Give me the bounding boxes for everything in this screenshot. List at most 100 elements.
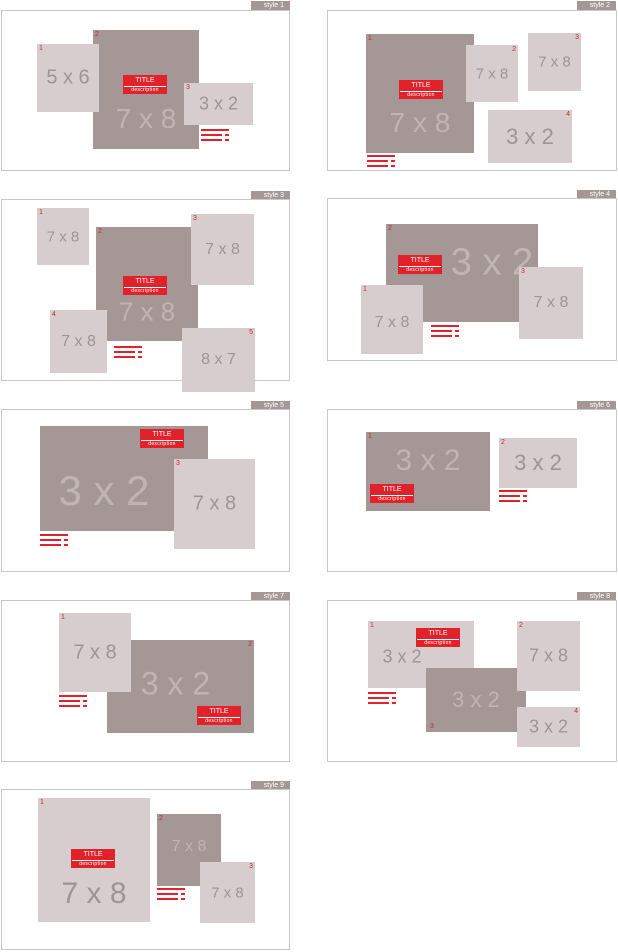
box-number: 1 [368,433,372,440]
photo-box: 2 7 x 8 [517,621,580,691]
box-size-label: 3 x 2 [514,450,562,475]
style-label: style 4 [577,190,616,199]
photo-box: 2 7 x 8 [466,45,518,102]
box-number: 3 [176,460,180,467]
description-text: description [79,861,107,867]
photo-box: 1 7 x 8 [361,285,423,354]
caption-lines [431,325,459,337]
caption-lines [368,692,396,704]
box-size-label: 7 x 8 [528,645,569,666]
box-number: 1 [39,45,43,52]
box-size-label: 3 x 2 [198,93,239,114]
style-label: style 6 [577,401,616,410]
box-size-label: 3 x 2 [452,687,500,712]
description-text: description [131,288,159,294]
box-number: 3 [430,723,434,730]
style-label: style 1 [251,1,290,10]
photo-box: 4 3 x 2 [488,110,572,163]
box-size-label: 3 x 2 [58,467,150,514]
caption-lines [59,695,87,707]
caption-lines [40,534,68,546]
box-number: 1 [39,209,43,216]
photo-box: 2 7 x 8 [93,30,199,149]
box-size-label: 7 x 8 [205,240,240,258]
style-label: style 5 [251,401,290,410]
caption-lines [499,490,527,502]
box-size-label: 7 x 8 [374,314,410,331]
photo-box: 1 7 x 8 [37,208,89,265]
box-size-label: 7 x 8 [46,228,80,245]
title-text: TITLE [152,431,172,438]
title-text: TITLE [135,278,155,285]
layout-panel-style-8: 1 3 x 2 3 3 x 2 2 7 x 8 4 3 x 2 TITLE de… [327,600,617,762]
box-size-label: 3 x 2 [528,716,569,737]
style-label: style 9 [251,781,290,790]
title-block: TITLE description [140,429,184,448]
caption-lines [201,129,229,141]
box-size-label: 7 x 8 [118,296,176,327]
photo-box: 3 7 x 8 [519,267,583,339]
photo-box: 1 7 x 8 [59,613,131,692]
title-block: TITLE description [398,255,442,274]
photo-box: 5 8 x 7 [182,328,255,392]
box-number: 2 [95,31,99,38]
title-text: TITLE [382,486,402,493]
box-number: 4 [52,311,56,318]
layout-panel-style-6: 1 3 x 2 2 3 x 2 TITLE description [327,409,617,572]
photo-box: 3 7 x 8 [191,214,254,285]
box-number: 3 [249,863,253,870]
style-label: style 8 [577,592,616,601]
style-label: style 7 [251,592,290,601]
box-number: 2 [98,228,102,235]
photo-box: 1 7 x 8 [38,798,150,922]
box-number: 1 [40,799,44,806]
title-text: TITLE [410,257,430,264]
box-size-label: 7 x 8 [475,65,509,82]
layout-panel-style-4: 2 3 x 2 1 7 x 8 3 7 x 8 TITLE descriptio… [327,198,617,361]
box-number: 2 [248,641,252,648]
box-size-label: 7 x 8 [115,103,177,134]
box-size-label: 3 x 2 [506,123,554,149]
title-block: TITLE description [123,276,167,295]
photo-box: 3 7 x 8 [528,33,581,91]
box-number: 5 [249,329,253,336]
box-number: 3 [193,215,197,222]
box-size-label: 3 x 2 [382,646,422,667]
box-size-label: 7 x 8 [192,492,237,515]
box-size-label: 7 x 8 [61,332,96,350]
title-text: TITLE [135,77,155,84]
description-text: description [131,87,159,93]
box-size-label: 3 x 2 [395,444,461,477]
box-size-label: 7 x 8 [211,884,244,901]
description-text: description [205,718,233,724]
box-number: 2 [512,46,516,53]
box-number: 2 [519,622,523,629]
description-text: description [378,496,406,502]
layout-panel-style-1: 2 7 x 8 1 5 x 6 3 3 x 2 TITLE descriptio… [1,10,290,171]
box-number: 2 [501,439,505,446]
caption-lines [367,155,395,167]
photo-box: 3 3 x 2 [184,83,253,125]
box-number: 1 [370,622,374,629]
box-number: 1 [61,614,65,621]
title-text: TITLE [83,851,103,858]
layout-panel-style-2: 1 7 x 8 2 7 x 8 3 7 x 8 4 3 x 2 TITLE de… [327,10,617,171]
box-size-label: 8 x 7 [201,351,236,368]
title-block: TITLE description [123,75,167,94]
box-number: 1 [368,35,372,42]
box-size-label: 7 x 8 [538,53,571,71]
box-size-label: 7 x 8 [61,877,127,910]
title-text: TITLE [209,708,229,715]
title-text: TITLE [428,630,448,637]
title-block: TITLE description [416,628,460,647]
description-text: description [424,640,452,646]
description-text: description [407,92,435,98]
box-size-label: 7 x 8 [389,107,451,138]
title-block: TITLE description [71,849,115,868]
box-number: 2 [388,225,392,232]
box-number: 3 [521,268,525,275]
photo-box: 2 3 x 2 [499,438,577,488]
photo-box: 4 3 x 2 [517,707,580,747]
box-number: 3 [575,34,579,41]
description-text: description [148,441,176,447]
